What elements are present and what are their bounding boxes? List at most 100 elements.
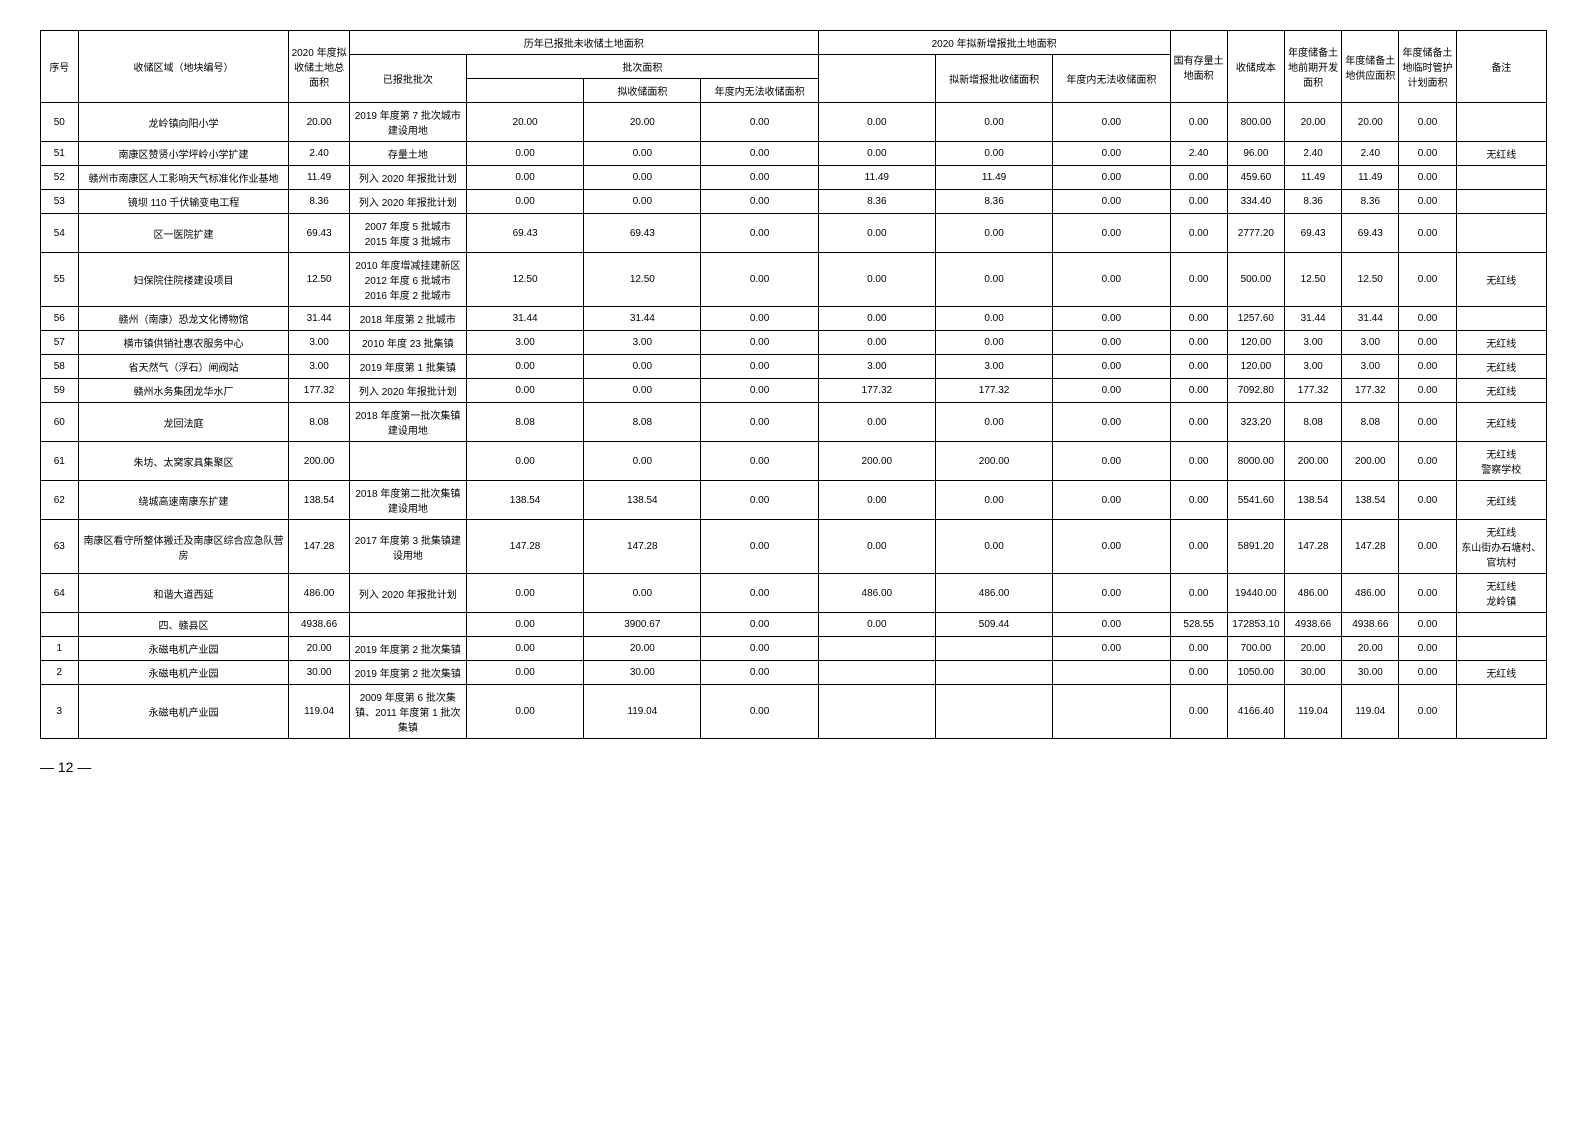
cell-c3: 0.00: [701, 637, 818, 661]
header-empty: [818, 55, 935, 103]
cell-c3: 0.00: [701, 142, 818, 166]
cell-c2: 138.54: [584, 481, 701, 520]
cell-batch: 2007 年度 5 批城市 2015 年度 3 批城市: [349, 214, 466, 253]
header-batch: 已报批批次: [349, 55, 466, 103]
cell-temp: 0.00: [1399, 520, 1456, 574]
table-header: 序号 收储区域（地块编号） 2020 年度拟收储土地总面积 历年已报批未收储土地…: [41, 31, 1547, 103]
cell-dev: 20.00: [1284, 103, 1341, 142]
cell-seq: [41, 613, 79, 637]
table-row: 3永磁电机产业园119.042009 年度第 6 批次集镇、2011 年度第 1…: [41, 685, 1547, 739]
table-row: 60龙回法庭8.082018 年度第一批次集镇建设用地8.088.080.000…: [41, 403, 1547, 442]
cell-c5: 177.32: [935, 379, 1052, 403]
cell-area: 永磁电机产业园: [78, 637, 289, 661]
cell-total: 31.44: [289, 307, 349, 331]
cell-c3: 0.00: [701, 442, 818, 481]
cell-seq: 1: [41, 637, 79, 661]
cell-batch: 2010 年度 23 批集镇: [349, 331, 466, 355]
table-row: 四、赣县区4938.660.003900.670.000.00509.440.0…: [41, 613, 1547, 637]
header-area: 收储区域（地块编号）: [78, 31, 289, 103]
cell-seq: 59: [41, 379, 79, 403]
cell-supply: 8.36: [1342, 190, 1399, 214]
cell-c4: 0.00: [818, 403, 935, 442]
cell-c3: 0.00: [701, 253, 818, 307]
cell-temp: 0.00: [1399, 481, 1456, 520]
cell-dev: 8.08: [1284, 403, 1341, 442]
cell-c1: 69.43: [466, 214, 583, 253]
table-row: 61朱坊、太窝家具集聚区200.000.000.000.00200.00200.…: [41, 442, 1547, 481]
cell-c1: 147.28: [466, 520, 583, 574]
cell-seq: 64: [41, 574, 79, 613]
cell-c2: 20.00: [584, 637, 701, 661]
cell-supply: 11.49: [1342, 166, 1399, 190]
cell-c6: [1053, 661, 1170, 685]
cell-cost: 8000.00: [1227, 442, 1284, 481]
cell-c6: 0.00: [1053, 481, 1170, 520]
cell-c6: 0.00: [1053, 574, 1170, 613]
cell-temp: 0.00: [1399, 403, 1456, 442]
cell-area: 赣州水务集团龙华水厂: [78, 379, 289, 403]
cell-note: 无红线: [1456, 355, 1546, 379]
cell-c7: 0.00: [1170, 103, 1227, 142]
cell-cost: 5541.60: [1227, 481, 1284, 520]
cell-c5: 486.00: [935, 574, 1052, 613]
header-cost: 收储成本: [1227, 31, 1284, 103]
cell-c3: 0.00: [701, 166, 818, 190]
cell-c5: 0.00: [935, 520, 1052, 574]
cell-dev: 138.54: [1284, 481, 1341, 520]
cell-cost: 120.00: [1227, 331, 1284, 355]
cell-dev: 12.50: [1284, 253, 1341, 307]
cell-dev: 20.00: [1284, 637, 1341, 661]
cell-c4: 0.00: [818, 214, 935, 253]
cell-cost: 120.00: [1227, 355, 1284, 379]
cell-cost: 172853.10: [1227, 613, 1284, 637]
cell-c3: 0.00: [701, 661, 818, 685]
cell-c3: 0.00: [701, 103, 818, 142]
cell-c1: 0.00: [466, 574, 583, 613]
cell-c2: 12.50: [584, 253, 701, 307]
cell-c7: 0.00: [1170, 520, 1227, 574]
cell-total: 20.00: [289, 103, 349, 142]
cell-c3: 0.00: [701, 520, 818, 574]
header-not-storage: 年度内无法收储面积: [701, 79, 818, 103]
cell-c5: 0.00: [935, 331, 1052, 355]
cell-c6: [1053, 685, 1170, 739]
cell-c7: 0.00: [1170, 403, 1227, 442]
cell-temp: 0.00: [1399, 331, 1456, 355]
header-supply: 年度储备土地供应面积: [1342, 31, 1399, 103]
cell-area: 镜坝 110 千伏输变电工程: [78, 190, 289, 214]
cell-c1: 0.00: [466, 379, 583, 403]
cell-note: [1456, 214, 1546, 253]
cell-c5: 0.00: [935, 214, 1052, 253]
cell-c2: 31.44: [584, 307, 701, 331]
cell-note: 无红线 警察学校: [1456, 442, 1546, 481]
cell-c7: 0.00: [1170, 379, 1227, 403]
cell-c6: 0.00: [1053, 166, 1170, 190]
cell-cost: 334.40: [1227, 190, 1284, 214]
cell-c1: 0.00: [466, 166, 583, 190]
cell-temp: 0.00: [1399, 142, 1456, 166]
cell-c7: 0.00: [1170, 214, 1227, 253]
cell-batch: 2018 年度第一批次集镇建设用地: [349, 403, 466, 442]
cell-c1: 3.00: [466, 331, 583, 355]
cell-note: 无红线 东山街办石塘村、官坑村: [1456, 520, 1546, 574]
cell-temp: 0.00: [1399, 661, 1456, 685]
cell-dev: 486.00: [1284, 574, 1341, 613]
cell-total: 8.08: [289, 403, 349, 442]
cell-area: 朱坊、太窝家具集聚区: [78, 442, 289, 481]
cell-batch: 2018 年度第 2 批城市: [349, 307, 466, 331]
cell-c4: 0.00: [818, 253, 935, 307]
cell-c1: 0.00: [466, 637, 583, 661]
cell-supply: 2.40: [1342, 142, 1399, 166]
cell-total: 147.28: [289, 520, 349, 574]
table-row: 62绕城高速南康东扩建138.542018 年度第二批次集镇建设用地138.54…: [41, 481, 1547, 520]
cell-cost: 500.00: [1227, 253, 1284, 307]
cell-cost: 5891.20: [1227, 520, 1284, 574]
cell-seq: 3: [41, 685, 79, 739]
cell-supply: 4938.66: [1342, 613, 1399, 637]
cell-c1: 0.00: [466, 661, 583, 685]
cell-c5: [935, 685, 1052, 739]
cell-note: [1456, 685, 1546, 739]
cell-temp: 0.00: [1399, 637, 1456, 661]
cell-c6: 0.00: [1053, 520, 1170, 574]
header-batch-area: 批次面积: [466, 55, 818, 79]
